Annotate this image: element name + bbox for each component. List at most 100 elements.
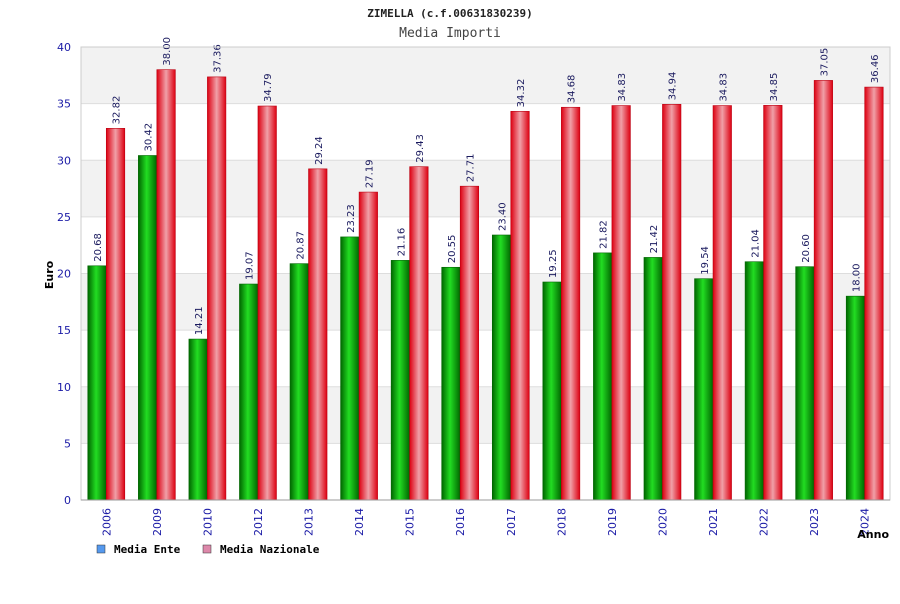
bar-media-nazionale (510, 111, 530, 501)
bar-media-ente (694, 278, 714, 501)
x-tick-label: 2022 (758, 508, 771, 536)
bar-media-ente (593, 252, 613, 501)
x-tick-label: 2006 (100, 508, 113, 536)
y-tick-label: 20 (57, 268, 71, 281)
bar-media-nazionale (561, 106, 581, 501)
axes-layer: 0 5 10 15 20 25 30 35 40 2006 2009 2010 2012 2013 2014… (57, 41, 891, 536)
data-label: 23.40 (498, 202, 509, 231)
chart-title: ZIMELLA (c.f.00631830239) (367, 7, 533, 20)
bar-media-nazionale (308, 168, 328, 501)
bar-media-ente (845, 295, 866, 501)
bar-media-nazionale (763, 105, 783, 501)
y-tick-label: 30 (57, 154, 71, 167)
bar-media-ente (340, 236, 360, 501)
x-tick-label: 2018 (555, 508, 568, 536)
legend-label-media-ente: Media Ente (114, 543, 181, 556)
data-labels-layer: 20.68 32.82 30.42 38.00 14.21 37.36 19.07 34.79… (93, 37, 881, 335)
y-tick-label: 40 (57, 41, 71, 54)
data-label: 34.83 (617, 73, 628, 102)
y-tick-label: 5 (64, 437, 71, 450)
data-label: 34.68 (567, 75, 578, 104)
data-label: 21.04 (750, 229, 761, 258)
data-label: 34.32 (516, 79, 527, 108)
y-tick-label: 35 (57, 98, 71, 111)
y-tick-label: 10 (57, 381, 71, 394)
data-label: 20.55 (447, 235, 458, 264)
data-label: 37.36 (213, 44, 224, 73)
data-label: 30.42 (144, 123, 155, 152)
y-tick-label: 25 (57, 211, 71, 224)
bars-layer (87, 69, 884, 501)
legend: Media Ente Media Nazionale (96, 543, 320, 556)
data-label: 19.25 (548, 249, 559, 278)
data-label: 34.94 (668, 72, 679, 101)
bar-media-nazionale (156, 69, 176, 501)
legend-swatch-media-nazionale (202, 544, 212, 554)
bar-media-ente (441, 266, 461, 501)
data-label: 32.82 (112, 96, 123, 125)
x-tick-label: 2017 (505, 508, 518, 536)
bar-media-ente (87, 265, 107, 501)
data-label: 34.79 (263, 73, 274, 102)
data-label: 34.85 (769, 73, 780, 102)
data-label: 27.19 (364, 159, 375, 188)
y-tick-label: 15 (57, 324, 71, 337)
bar-media-nazionale (257, 105, 277, 501)
bar-media-nazionale (358, 191, 378, 501)
legend-label-media-nazionale: Media Nazionale (220, 543, 320, 556)
bar-media-nazionale (207, 76, 227, 501)
chart-subtitle: Media Importi (399, 26, 501, 41)
legend-swatch-media-ente (96, 544, 106, 554)
data-label: 27.71 (465, 154, 476, 183)
bar-media-nazionale (459, 185, 480, 501)
x-tick-label: 2013 (303, 508, 316, 536)
bar-media-ente (289, 263, 309, 501)
bar-media-ente (390, 260, 410, 501)
x-tick-label: 2015 (404, 508, 417, 536)
data-label: 29.24 (314, 136, 325, 165)
data-label: 18.00 (851, 264, 862, 293)
bar-media-nazionale (662, 104, 682, 501)
x-tick-label: 2020 (656, 508, 669, 536)
data-label: 38.00 (162, 37, 173, 66)
y-axis-label: Euro (43, 260, 56, 289)
data-label: 36.46 (870, 54, 881, 83)
data-label: 34.83 (718, 73, 729, 102)
bar-media-ente (138, 155, 158, 501)
bar-media-nazionale (864, 86, 884, 501)
bar-media-ente (542, 281, 562, 501)
data-label: 21.82 (599, 220, 610, 249)
x-tick-label: 2023 (808, 508, 821, 536)
bar-media-ente (744, 261, 764, 501)
y-tick-label: 0 (64, 494, 71, 507)
data-label: 14.21 (194, 306, 205, 335)
data-label: 19.54 (700, 246, 711, 275)
data-label: 29.43 (415, 134, 426, 163)
x-tick-label: 2010 (201, 508, 214, 536)
x-tick-label: 2009 (151, 508, 164, 536)
x-tick-label: 2016 (454, 508, 467, 536)
bar-media-ente (795, 266, 815, 501)
data-label: 37.05 (819, 48, 830, 77)
data-label: 23.23 (346, 204, 357, 233)
bar-media-nazionale (105, 128, 126, 501)
data-label: 20.68 (93, 233, 104, 262)
bar-media-nazionale (611, 105, 631, 501)
data-label: 21.16 (396, 228, 407, 257)
data-label: 19.07 (245, 251, 256, 280)
x-tick-label: 2024 (859, 508, 872, 536)
x-tick-label: 2019 (606, 508, 619, 536)
data-label: 21.42 (649, 225, 660, 254)
x-tick-label: 2014 (353, 508, 366, 536)
x-tick-label: 2012 (252, 508, 265, 536)
data-label: 20.60 (801, 234, 812, 263)
bar-media-nazionale (409, 166, 429, 501)
x-tick-label: 2021 (707, 508, 720, 536)
bar-media-ente (643, 257, 663, 501)
data-label: 20.87 (295, 231, 306, 260)
x-axis-label: Anno (857, 528, 889, 541)
bar-media-ente (239, 283, 259, 501)
bar-media-nazionale (813, 80, 833, 501)
